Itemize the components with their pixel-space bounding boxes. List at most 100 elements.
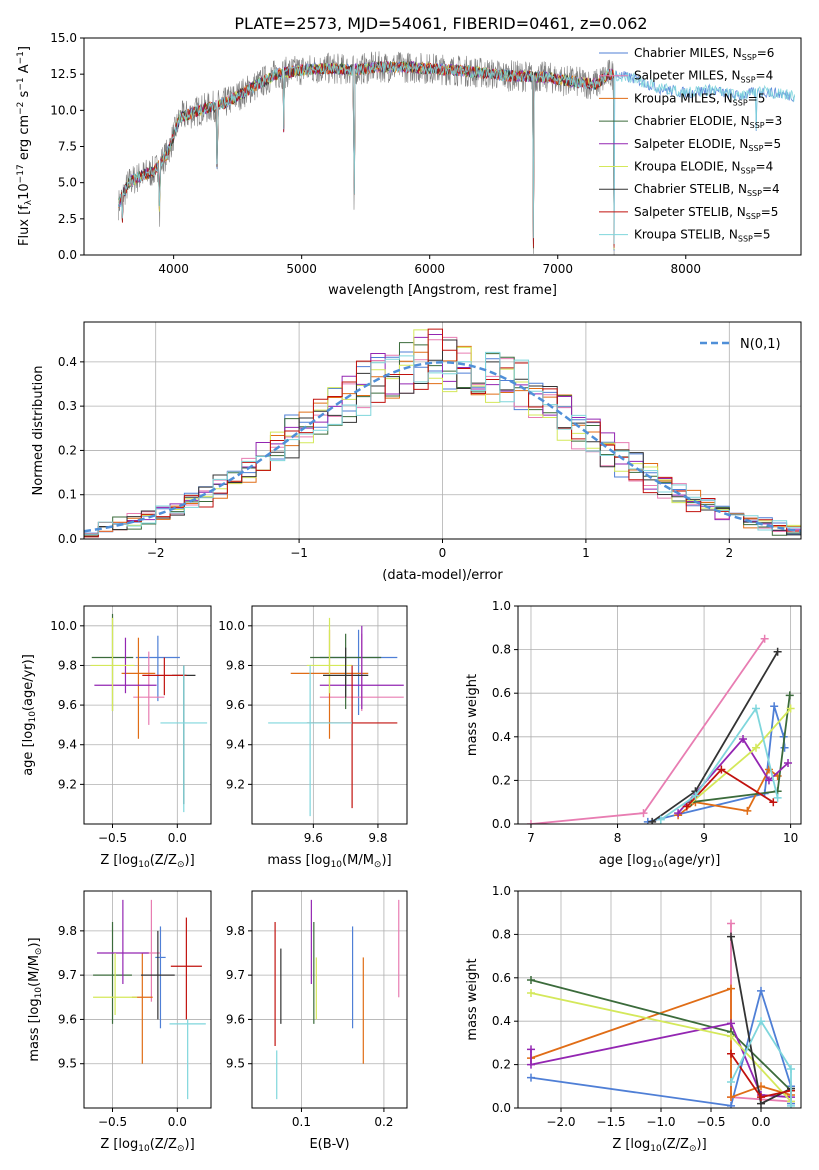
x-tick-label: 4000 <box>158 262 189 276</box>
x-tick-label: −2.0 <box>546 1115 575 1129</box>
x-tick-label: −1.0 <box>646 1115 675 1129</box>
y-tick-label: 0.0 <box>58 532 77 546</box>
y-tick-label: 0.6 <box>492 686 511 700</box>
x-axis-label: mass [log10(M/M⊙)] <box>267 853 391 870</box>
weight-marker <box>780 743 789 752</box>
x-axis-label: (data-model)/error <box>382 568 503 583</box>
legend-entry: Kroupa ELODIE, NSSP=4 <box>634 160 773 176</box>
x-tick-label: −0.5 <box>98 831 127 845</box>
y-axis-label: age [log10(age/yr)] <box>21 654 38 776</box>
y-tick-label: 2.5 <box>58 212 77 226</box>
y-tick-label: 9.4 <box>58 738 77 752</box>
weight-line <box>530 638 766 824</box>
histograms <box>84 328 801 539</box>
y-tick-label: 0.1 <box>58 488 77 502</box>
y-tick-label: 10.0 <box>50 619 77 633</box>
y-tick-label: 0.4 <box>492 1014 511 1028</box>
weight-marker <box>773 793 782 802</box>
weight-marker <box>527 1045 535 1054</box>
y-tick-label: 0.4 <box>492 730 511 744</box>
legend-entry: Salpeter ELODIE, NSSP=5 <box>634 137 781 153</box>
x-tick-label: 9 <box>700 831 708 845</box>
chart-title: PLATE=2573, MJD=54061, FIBERID=0461, z=0… <box>234 14 647 33</box>
x-axis-label: age [log10(age/yr)] <box>599 853 721 870</box>
weight-marker <box>770 702 779 711</box>
weight-marker <box>727 932 735 941</box>
x-tick-label: −0.5 <box>98 1115 127 1129</box>
spectrum-lines <box>118 51 795 255</box>
observed-spectrum <box>118 51 615 255</box>
weight-marker <box>787 1064 795 1073</box>
y-tick-label: 0.4 <box>58 355 77 369</box>
y-tick-label: 12.5 <box>50 67 77 81</box>
legend-entry: Salpeter STELIB, NSSP=5 <box>634 205 778 221</box>
model-spectrum <box>118 60 795 251</box>
weight-marker <box>757 1093 765 1102</box>
y-tick-label: 0.2 <box>492 773 511 787</box>
y-tick-label: 15.0 <box>50 31 77 45</box>
mass-weight-vs-Z-frame <box>517 890 802 1109</box>
y-tick-label: 0.3 <box>58 399 77 413</box>
y-axis-label: mass [log10(M/M⊙)] <box>27 937 44 1061</box>
age-vs-Z-frame <box>83 605 212 825</box>
weight-marker <box>764 776 773 785</box>
y-tick-label: 5.0 <box>58 176 77 190</box>
weight-marker <box>743 806 752 815</box>
y-tick-label: 9.8 <box>226 658 245 672</box>
y-tick-label: 7.5 <box>58 140 77 154</box>
legend-entry: Chabrier STELIB, NSSP=4 <box>634 182 780 198</box>
mass-vs-Z-axes: −0.5 0.0 9.5 9.6 9.7 9.8 <box>58 891 211 1129</box>
residuals-axes: −2 −1 0 1 2 0.0 0.1 0.2 0.3 0.4 <box>58 322 801 560</box>
x-axis-label: Z [log10(Z/Z⊙)] <box>100 1137 194 1154</box>
y-axis-label: Normed distribution <box>31 366 46 496</box>
y-tick-label: 9.5 <box>226 1057 245 1071</box>
x-tick-label: 7000 <box>542 262 573 276</box>
histogram-series <box>84 351 801 538</box>
legend-entry: Kroupa STELIB, NSSP=5 <box>634 228 771 244</box>
y-tick-label: 0.0 <box>492 1101 511 1115</box>
y-tick-label: 0.0 <box>492 817 511 831</box>
y-tick-label: 9.8 <box>226 924 245 938</box>
y-tick-label: 0.6 <box>492 971 511 985</box>
x-axis-label: Z [log10(Z/Z⊙)] <box>612 1137 706 1154</box>
weight-marker <box>739 734 748 743</box>
weight-marker <box>787 1101 795 1108</box>
y-axis-label: Flux [fλ10−17 erg cm−2 s−1 A−1] <box>16 46 34 246</box>
weight-marker <box>751 743 760 752</box>
weight-marker <box>784 758 793 767</box>
x-tick-label: 7 <box>527 831 535 845</box>
y-tick-label: 9.4 <box>226 738 245 752</box>
x-tick-label: 6000 <box>414 262 445 276</box>
weight-marker <box>717 765 726 774</box>
mass-weight-vs-age-frame <box>517 605 802 825</box>
weight-marker <box>674 809 683 818</box>
y-tick-label: 9.2 <box>58 777 77 791</box>
x-tick-label: −1.5 <box>596 1115 625 1129</box>
model-spectrum <box>118 60 795 245</box>
weight-marker <box>727 1101 735 1108</box>
weight-marker <box>691 791 700 800</box>
x-tick-label: −1 <box>290 546 308 560</box>
normal-curve <box>84 361 801 533</box>
weight-line <box>677 737 789 814</box>
y-tick-label: 0.2 <box>58 443 77 457</box>
y-tick-label: 9.6 <box>58 698 77 712</box>
weight-marker <box>526 820 535 824</box>
y-tick-label: 10.0 <box>218 619 245 633</box>
y-tick-label: 10.0 <box>50 103 77 117</box>
weight-marker <box>727 984 735 993</box>
y-tick-label: 9.6 <box>58 1012 77 1026</box>
x-tick-label: 8 <box>614 831 622 845</box>
y-tick-label: 9.2 <box>226 777 245 791</box>
mass-vs-Z-frame <box>83 890 212 1109</box>
x-tick-label: 9.8 <box>368 831 387 845</box>
weight-marker <box>727 1019 735 1028</box>
x-tick-label: 0.0 <box>168 831 187 845</box>
y-tick-label: 1.0 <box>492 884 511 898</box>
y-tick-label: 9.6 <box>226 1012 245 1026</box>
y-axis-label: mass weight <box>465 958 480 1040</box>
chart-panels: 4000 5000 6000 7000 80000.02.55.07.510.012.5… <box>16 31 802 1154</box>
histogram-frame <box>83 321 802 540</box>
x-tick-label: 8000 <box>670 262 701 276</box>
